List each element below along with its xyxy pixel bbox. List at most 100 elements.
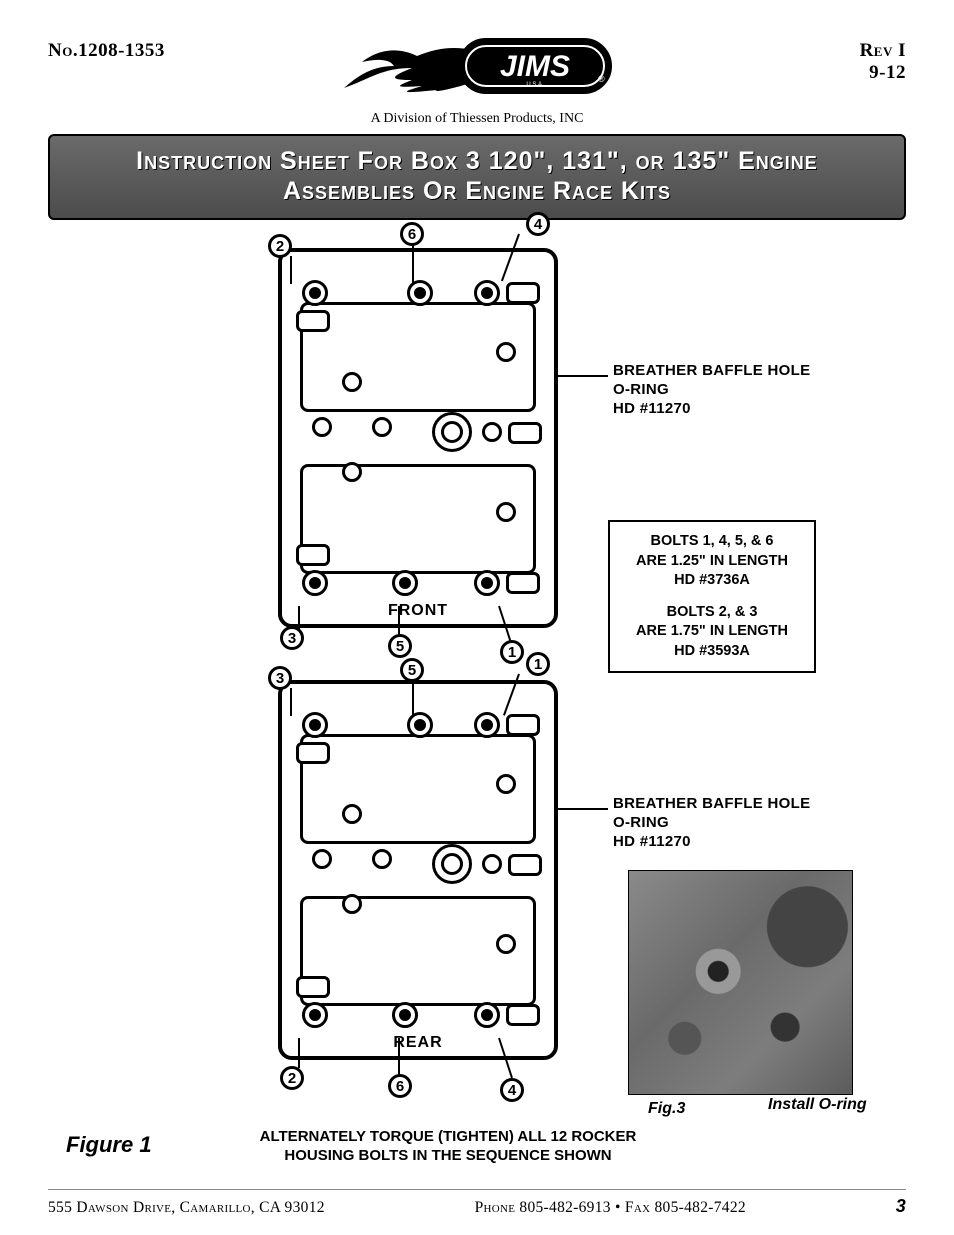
hole <box>372 417 392 437</box>
bolt-note-l6: HD #3593A <box>620 642 804 662</box>
header-row: No.1208-1353 JIMS U.S.A. ® A Division of… <box>48 28 906 126</box>
hole <box>342 804 362 824</box>
lead <box>412 680 414 716</box>
num-3r: 3 <box>268 666 292 690</box>
breather1-l1: BREATHER BAFFLE HOLE <box>613 362 810 381</box>
tab <box>506 282 540 304</box>
center-ring <box>432 844 472 884</box>
bolt <box>302 280 328 306</box>
lead <box>412 244 414 284</box>
footer: 555 Dawson Drive, Camarillo, CA 93012 Ph… <box>48 1189 906 1217</box>
hole <box>312 849 332 869</box>
logo-text: JIMS <box>500 50 570 83</box>
lead <box>398 1038 400 1076</box>
footer-addr: 555 Dawson Drive, Camarillo, CA 93012 <box>48 1199 325 1217</box>
bolt <box>474 280 500 306</box>
tab <box>506 714 540 736</box>
install-oring-label: Install O-ring <box>768 1096 867 1114</box>
tab <box>296 544 330 566</box>
baffle-hole <box>496 774 516 794</box>
torque-note: ALTERNATELY TORQUE (TIGHTEN) ALL 12 ROCK… <box>228 1128 668 1166</box>
num-5r: 5 <box>400 658 424 682</box>
rear-label: REAR <box>393 1034 442 1052</box>
torque-l2: HOUSING BOLTS IN THE SEQUENCE SHOWN <box>228 1147 668 1166</box>
logo-reg: ® <box>598 74 605 84</box>
tab <box>296 310 330 332</box>
bolt <box>392 1002 418 1028</box>
hole <box>482 854 502 874</box>
bolt <box>392 570 418 596</box>
bolt <box>407 712 433 738</box>
install-photo <box>628 870 853 1095</box>
hole <box>312 417 332 437</box>
hole <box>482 422 502 442</box>
bolt <box>474 712 500 738</box>
lead <box>556 808 608 810</box>
footer-phone: Phone 805-482-6913 • Fax 805-482-7422 <box>475 1199 746 1217</box>
breather1-l2: O-RING <box>613 381 810 400</box>
lead <box>298 606 300 630</box>
breather-callout-2: BREATHER BAFFLE HOLE O-RING HD #11270 <box>613 795 810 851</box>
num-1r: 1 <box>526 652 550 676</box>
title-banner: Instruction Sheet For Box 3 120", 131", … <box>48 134 906 220</box>
lead <box>290 688 292 716</box>
breather-callout-1: BREATHER BAFFLE HOLE O-RING HD #11270 <box>613 362 810 418</box>
rev-block: Rev I 9-12 <box>860 28 906 84</box>
baffle-hole <box>496 342 516 362</box>
bolt <box>302 1002 328 1028</box>
lead <box>556 375 608 377</box>
bolt <box>474 570 500 596</box>
hole <box>342 462 362 482</box>
rev-label: Rev I <box>860 40 906 62</box>
spacer <box>620 591 804 603</box>
baffle-hole <box>496 502 516 522</box>
jims-logo: JIMS U.S.A. ® <box>342 28 612 104</box>
tab <box>296 976 330 998</box>
bolt <box>302 570 328 596</box>
tab <box>506 572 540 594</box>
rev-date: 9-12 <box>860 62 906 84</box>
front-label: FRONT <box>388 602 448 620</box>
lead <box>398 606 400 636</box>
tab <box>508 854 542 876</box>
hole <box>372 849 392 869</box>
breather1-l3: HD #11270 <box>613 400 810 419</box>
lead <box>298 1038 300 1068</box>
bolt-note-box: BOLTS 1, 4, 5, & 6 ARE 1.25" IN LENGTH H… <box>608 520 816 673</box>
tab <box>296 742 330 764</box>
bolt <box>302 712 328 738</box>
bolt-note-l5: ARE 1.75" IN LENGTH <box>620 622 804 642</box>
baffle-hole <box>496 934 516 954</box>
doc-number: No.1208-1353 <box>48 28 165 62</box>
page: No.1208-1353 JIMS U.S.A. ® A Division of… <box>0 0 954 1235</box>
num-6r: 6 <box>388 1074 412 1098</box>
front-housing: FRONT <box>278 248 558 628</box>
num-1: 1 <box>500 640 524 664</box>
lead <box>290 256 292 284</box>
rear-housing: REAR <box>278 680 558 1060</box>
num-5: 5 <box>388 634 412 658</box>
fig3-label: Fig.3 <box>648 1100 685 1118</box>
num-4: 4 <box>526 212 550 236</box>
hole <box>342 372 362 392</box>
figure1-label: Figure 1 <box>66 1132 152 1158</box>
logo-usa: U.S.A. <box>526 82 544 88</box>
center-ring <box>432 412 472 452</box>
page-number: 3 <box>896 1196 906 1217</box>
bolt-note-l1: BOLTS 1, 4, 5, & 6 <box>620 532 804 552</box>
breather2-l3: HD #11270 <box>613 833 810 852</box>
bolt-note-l3: HD #3736A <box>620 571 804 591</box>
tab <box>508 422 542 444</box>
num-4r: 4 <box>500 1078 524 1102</box>
num-2r: 2 <box>280 1066 304 1090</box>
num-3: 3 <box>280 626 304 650</box>
figure-area: FRONT 2 6 4 3 5 1 BREATHER BAFFLE HOLE O… <box>48 230 906 1170</box>
hole <box>342 894 362 914</box>
logo-block: JIMS U.S.A. ® A Division of Thiessen Pro… <box>342 28 612 127</box>
bolt <box>407 280 433 306</box>
torque-l1: ALTERNATELY TORQUE (TIGHTEN) ALL 12 ROCK… <box>228 1128 668 1147</box>
breather2-l2: O-RING <box>613 814 810 833</box>
division-text: A Division of Thiessen Products, INC <box>342 111 612 127</box>
num-2: 2 <box>268 234 292 258</box>
bolt-note-l4: BOLTS 2, & 3 <box>620 603 804 623</box>
